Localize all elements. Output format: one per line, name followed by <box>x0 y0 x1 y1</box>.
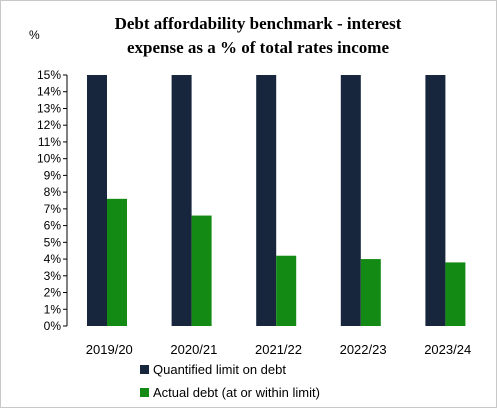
x-tick-label: 2021/22 <box>255 342 302 357</box>
legend-swatch <box>140 388 149 397</box>
y-tick-label: 15% <box>37 68 61 82</box>
bar-limit <box>256 75 277 326</box>
y-tick-label: 6% <box>44 219 62 233</box>
y-tick-label: 2% <box>44 286 62 300</box>
y-tick-label: 3% <box>44 269 62 283</box>
y-tick-label: 4% <box>44 252 62 266</box>
y-tick-label: 8% <box>44 185 62 199</box>
bar-actual <box>107 198 127 326</box>
legend: Quantified limit on debt Actual debt (at … <box>140 362 320 400</box>
chart-title-line1: Debt affordability benchmark - interest <box>115 14 402 33</box>
y-tick-label: 14% <box>37 85 61 99</box>
y-tick-label: 0% <box>44 319 62 333</box>
legend-label: Quantified limit on debt <box>153 362 286 377</box>
x-tick-label: 2019/20 <box>86 342 133 357</box>
bar-actual <box>360 259 381 326</box>
y-tick-label: 10% <box>37 152 61 166</box>
y-tick-label: 7% <box>44 202 62 216</box>
bar-limit <box>425 75 446 326</box>
x-tick-label: 2020/21 <box>170 342 217 357</box>
y-tick-label: 11% <box>38 135 61 149</box>
bar-actual <box>445 262 466 326</box>
chart-title-line2: expense as a % of total rates income <box>127 38 389 57</box>
y-tick-label: 13% <box>37 101 61 115</box>
legend-swatch <box>140 365 149 374</box>
bar-limit <box>87 75 107 326</box>
x-tick-label: 2022/23 <box>340 342 387 357</box>
bar-actual <box>191 215 212 326</box>
y-tick-label: 5% <box>44 235 62 249</box>
y-tick-label: 1% <box>44 302 62 316</box>
bar-limit <box>171 75 192 326</box>
legend-label: Actual debt (at or within limit) <box>153 385 320 400</box>
y-tick-label: 9% <box>44 168 62 182</box>
bar-limit <box>340 75 361 326</box>
plot-area: 0% 1% 2% 3% 4% 5% 6% 7% 8% 9% 10% 11% 12% 13% 14% 15% 20… <box>37 68 471 357</box>
x-tick-label: 2023/24 <box>424 342 471 357</box>
bar-actual <box>276 255 297 326</box>
y-unit-label: % <box>29 28 40 42</box>
y-tick-label: 12% <box>37 118 61 132</box>
